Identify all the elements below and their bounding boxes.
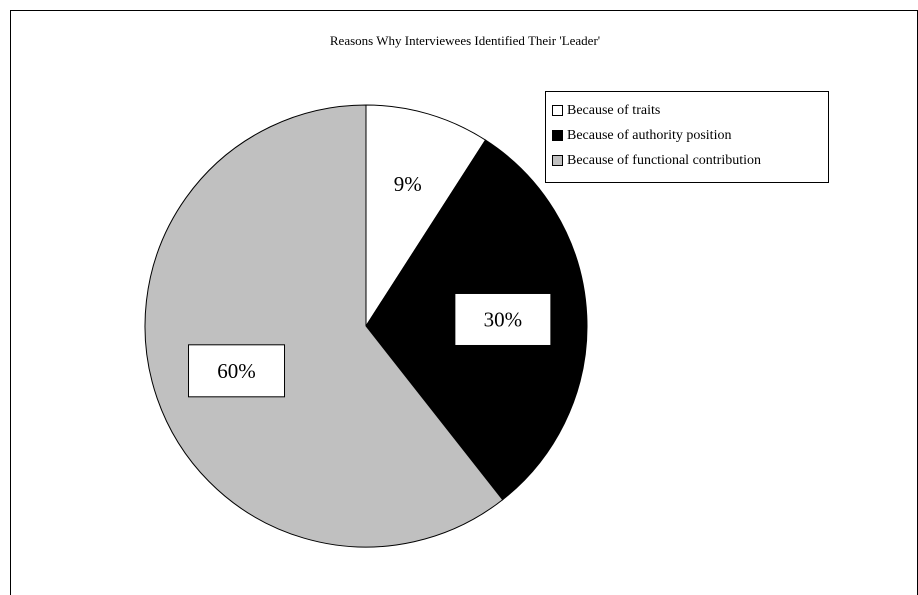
data-label-functional-contribution: 60%: [188, 344, 286, 398]
data-label-text-traits: 9%: [394, 172, 422, 196]
legend-swatch-authority-position: [552, 130, 563, 141]
pie-slice-functional-contribution: [144, 104, 504, 548]
chart-area: Reasons Why Interviewees Identified Thei…: [10, 10, 918, 595]
legend-label-functional-contribution: Because of functional contribution: [567, 152, 761, 168]
legend-label-authority-position: Because of authority position: [567, 127, 732, 143]
legend-label-traits: Because of traits: [567, 102, 661, 118]
legend-item-traits: Because of traits: [546, 98, 828, 123]
legend: Because of traits Because of authority p…: [545, 91, 829, 183]
pie-slice-traits: [365, 104, 487, 328]
data-label-box-functional-contribution: [188, 344, 286, 398]
data-label-text-functional-contribution: 60%: [217, 359, 256, 383]
data-label-box-authority-position: [454, 292, 552, 346]
chart-title: Reasons Why Interviewees Identified Thei…: [329, 33, 601, 48]
data-label-text-authority-position: 30%: [484, 307, 523, 331]
legend-swatch-functional-contribution: [552, 155, 563, 166]
data-label-traits: 9%: [394, 172, 422, 196]
legend-item-authority-position: Because of authority position: [546, 123, 828, 148]
legend-item-functional-contribution: Because of functional contribution: [546, 148, 828, 173]
data-label-authority-position: 30%: [454, 292, 552, 346]
pie-chart: 9% 30% 60%: [144, 104, 588, 548]
legend-swatch-traits: [552, 105, 563, 116]
